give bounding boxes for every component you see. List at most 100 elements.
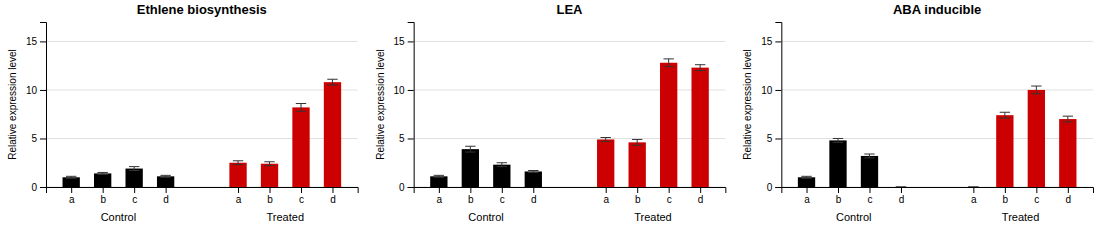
bar [261,164,278,187]
x-tick: a [971,187,977,205]
y-tick: 0 [767,182,782,193]
bar [892,187,909,188]
x-tick-mark [439,187,440,193]
error-cap [66,176,76,177]
error-cap [465,146,475,147]
y-tick: 15 [26,36,46,47]
grid-line [414,41,726,42]
y-tick-mark [40,187,46,188]
x-tick-label: b [100,194,106,205]
y-tick-mark [408,90,414,91]
error-cap [801,176,811,177]
x-tick: a [69,187,75,205]
error-cap [695,70,705,71]
x-tick-label: d [899,194,905,205]
y-tick-label: 0 [399,182,405,193]
x-axis: abcdabcd [782,187,1094,205]
y-axis-line [408,23,415,188]
bar [493,165,510,187]
error-line [470,146,471,152]
y-tick-mark [408,187,414,188]
error-cap [129,170,139,171]
x-tick: d [1066,187,1072,205]
error-cap [833,142,843,143]
bar [157,176,174,187]
x-tick-label: d [1066,194,1072,205]
bar [462,149,479,187]
group-label: Control [101,211,136,223]
error-cap [601,141,611,142]
error-cap [327,85,337,86]
x-tick-mark [1005,187,1006,193]
bar [229,163,246,187]
x-tick-mark [669,187,670,193]
chart-container: 051015abcdabcdControlTreatedEthlene bios… [0,0,1103,227]
y-tick-mark [775,41,781,42]
marks [63,79,342,187]
error-cap [465,152,475,153]
grid-line [414,89,726,90]
marks [798,86,1077,187]
error-bar [66,176,76,178]
x-axis: abcdabcd [414,187,726,205]
x-tick: c [667,187,672,205]
error-cap [497,162,507,163]
x-tick-label: d [163,194,169,205]
x-tick-label: b [468,194,474,205]
y-axis-line [775,23,782,188]
x-tick-mark [502,187,503,193]
y-tick-label: 0 [31,182,37,193]
grid [414,41,726,187]
x-tick-label: d [330,194,336,205]
error-cap [327,79,337,80]
error-bar [233,161,243,165]
bar [660,63,677,187]
x-tick-mark [533,187,534,193]
x-tick: b [836,187,842,205]
y-axis: 051015 [394,23,415,193]
y-tick-mark [408,138,414,139]
bar [691,68,708,187]
y-axis-title: Relative expression level [375,49,386,160]
x-tick-mark [901,187,902,193]
error-bar [663,59,673,67]
bar [1028,90,1045,187]
y-axis-title: Relative expression level [742,49,753,160]
x-tick-mark [807,187,808,193]
group-label: Control [836,211,871,223]
x-tick-label: b [635,194,641,205]
x-tick-label: a [804,194,810,205]
x-tick-label: c [867,194,872,205]
y-axis-title: Relative expression level [7,49,18,160]
x-tick-mark [103,187,104,193]
bar [1059,119,1076,187]
x-tick: c [1034,187,1039,205]
bar [829,140,846,187]
error-cap [632,139,642,140]
error-cap [264,161,274,162]
error-line [238,161,239,165]
x-tick: a [603,187,609,205]
x-tick-label: b [267,194,273,205]
grid-line [781,138,1093,139]
x-tick: a [437,187,443,205]
error-line [700,65,701,71]
error-cap [129,166,139,167]
x-tick: a [236,187,242,205]
bar [861,156,878,187]
x-axis-line [47,188,359,194]
error-bar [465,146,475,152]
error-bar [434,175,444,177]
y-tick: 0 [399,182,414,193]
x-tick-mark [71,187,72,193]
y-tick: 10 [26,85,46,96]
y-axis: 051015 [761,23,782,193]
error-cap [663,58,673,59]
x-tick-label: c [500,194,505,205]
error-cap [601,137,611,138]
grid [46,41,358,187]
x-tick-mark [238,187,239,193]
bar [965,187,982,188]
error-line [501,163,502,167]
x-tick-label: d [531,194,537,205]
